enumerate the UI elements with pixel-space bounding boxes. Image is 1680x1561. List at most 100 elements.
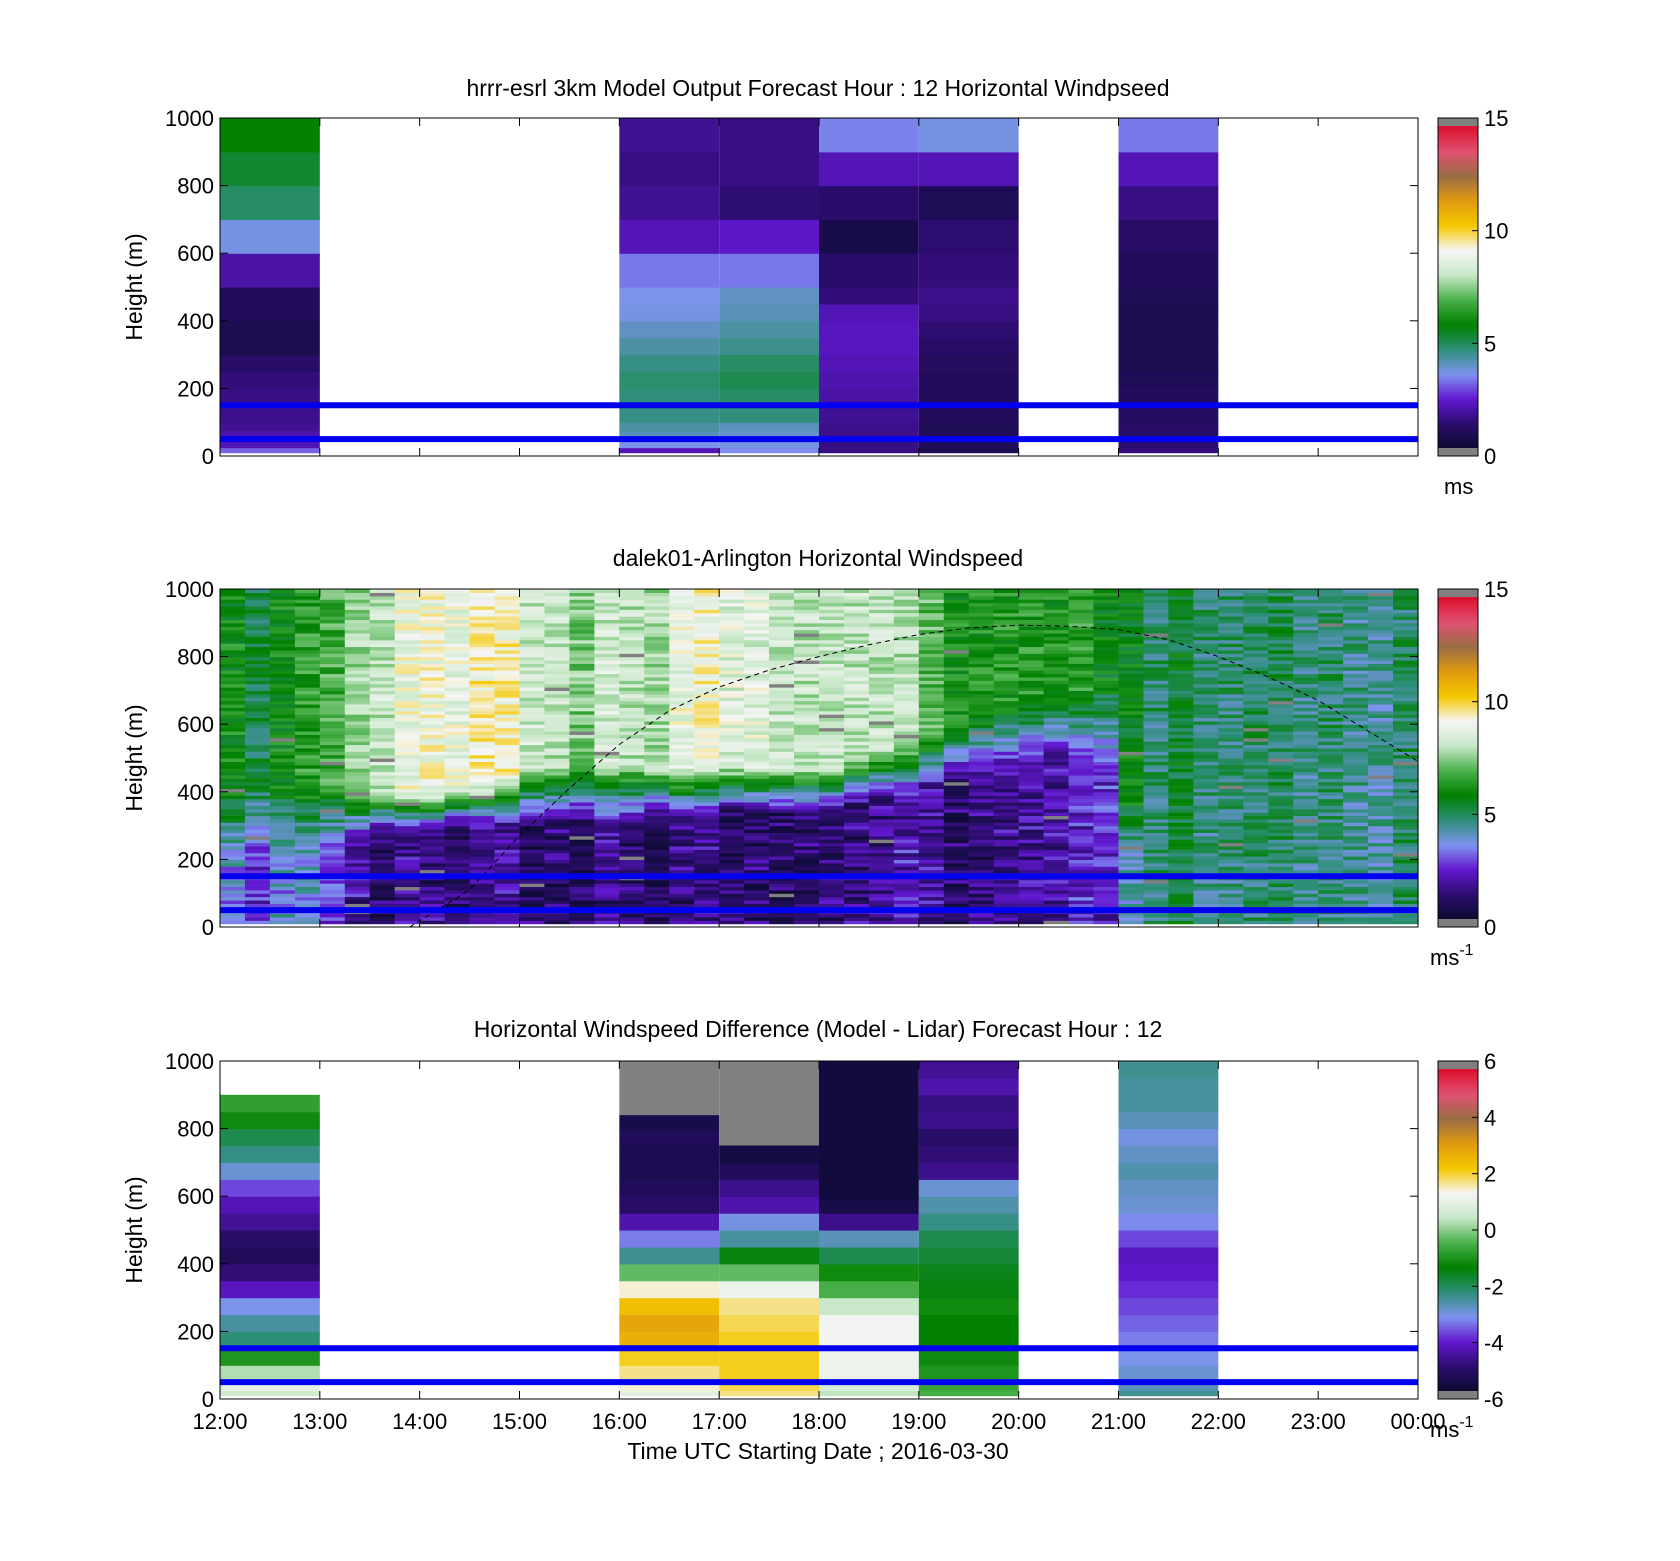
heatmap-cell <box>369 717 396 722</box>
heatmap-cell <box>644 747 670 752</box>
heatmap-cell <box>1368 616 1394 621</box>
heatmap-cell <box>893 781 920 786</box>
heatmap-cell <box>794 629 820 634</box>
heatmap-cell <box>369 774 396 779</box>
heatmap-cell <box>769 643 795 648</box>
heatmap-cell <box>1343 849 1369 854</box>
heatmap-cell <box>1193 693 1219 698</box>
heatmap-cell <box>269 714 296 719</box>
heatmap-cell <box>1093 920 1120 925</box>
heatmap-cell <box>1343 795 1369 800</box>
colorbar-band <box>1438 182 1478 186</box>
heatmap-cell <box>619 659 645 664</box>
heatmap-cell <box>819 632 845 637</box>
heatmap-cell <box>819 808 845 813</box>
heatmap-cell <box>294 683 321 688</box>
heatmap-cell <box>769 771 795 776</box>
heatmap-cell <box>494 656 521 661</box>
heatmap-cell <box>1168 856 1194 860</box>
heatmap-cell <box>544 883 571 888</box>
colorbar-band <box>1438 227 1478 232</box>
heatmap-cell <box>744 676 770 681</box>
heatmap-cell <box>1143 879 1170 884</box>
heatmap-cell <box>744 636 770 641</box>
heatmap-cell <box>1293 785 1319 790</box>
heatmap-cell <box>494 828 521 833</box>
heatmap-cell <box>694 845 720 850</box>
heatmap-cell <box>1318 761 1344 766</box>
heatmap-cell <box>1068 761 1095 766</box>
heatmap-cell <box>544 659 571 664</box>
heatmap-cell <box>719 842 745 847</box>
heatmap-cell <box>319 896 346 901</box>
heatmap-cell <box>444 619 471 624</box>
heatmap-cell <box>744 605 770 610</box>
heatmap-cell <box>269 659 296 664</box>
heatmap-cell <box>794 825 820 830</box>
heatmap-cell <box>893 791 920 796</box>
heatmap-cell <box>1168 903 1194 908</box>
heatmap-cell <box>1293 764 1319 769</box>
heatmap-cell <box>244 612 271 617</box>
heatmap-cell <box>319 903 346 908</box>
heatmap-cell <box>694 656 720 661</box>
colorbar-band <box>1438 217 1478 221</box>
heatmap-cell <box>744 788 770 793</box>
heatmap-cell <box>968 595 995 600</box>
heatmap-cell <box>669 683 695 688</box>
heatmap-cell <box>444 741 471 746</box>
heatmap-cell <box>744 693 770 698</box>
heatmap-cell <box>1168 839 1194 844</box>
heatmap-cell <box>220 422 320 432</box>
heatmap-cell <box>369 602 396 607</box>
heatmap-cell <box>918 626 945 631</box>
heatmap-cell <box>319 717 346 722</box>
heatmap-cell <box>943 758 970 762</box>
heatmap-cell <box>319 605 346 610</box>
heatmap-cell <box>569 845 595 850</box>
heatmap-cell <box>1318 666 1344 671</box>
heatmap-cell <box>1093 619 1120 624</box>
colorbar-band <box>1438 370 1478 374</box>
heatmap-cell <box>744 913 770 918</box>
heatmap-cell <box>569 663 595 668</box>
heatmap-cell <box>1293 818 1319 823</box>
heatmap-cell <box>1318 734 1344 739</box>
heatmap-cell <box>769 714 795 719</box>
heatmap-cell <box>319 788 346 793</box>
heatmap-cell <box>644 697 670 702</box>
heatmap-cell <box>1168 649 1194 654</box>
heatmap-cell <box>1168 616 1194 621</box>
heatmap-cell <box>744 649 770 654</box>
heatmap-cell <box>394 761 421 766</box>
heatmap-cell <box>943 636 970 641</box>
heatmap-cell <box>918 447 1019 454</box>
colorbar-band <box>1438 431 1478 436</box>
heatmap-cell <box>1168 754 1194 759</box>
heatmap-cell <box>319 639 346 644</box>
heatmap-cell <box>319 761 346 766</box>
heatmap-cell <box>1043 622 1070 627</box>
heatmap-cell <box>594 916 620 921</box>
heatmap-cell <box>1018 676 1045 681</box>
heatmap-cell <box>968 751 995 756</box>
heatmap-cell <box>1168 825 1194 830</box>
heatmap-cell <box>769 903 795 908</box>
heatmap-cell <box>893 859 920 864</box>
heatmap-cell <box>993 869 1020 874</box>
heatmap-cell <box>769 747 795 752</box>
heatmap-cell <box>1143 629 1170 634</box>
colorbar-band <box>1438 238 1478 242</box>
heatmap-cell <box>893 707 920 712</box>
heatmap-cell <box>644 761 670 766</box>
heatmap-cell <box>1143 785 1170 790</box>
heatmap-cell <box>1043 643 1070 648</box>
heatmap-cell <box>669 730 695 735</box>
heatmap-cell <box>1368 730 1394 735</box>
heatmap-cell <box>1193 859 1219 864</box>
heatmap-cell <box>494 632 521 637</box>
heatmap-cell <box>993 724 1020 729</box>
heatmap-cell <box>544 687 571 691</box>
heatmap-cell <box>993 649 1020 654</box>
heatmap-cell <box>269 822 296 827</box>
